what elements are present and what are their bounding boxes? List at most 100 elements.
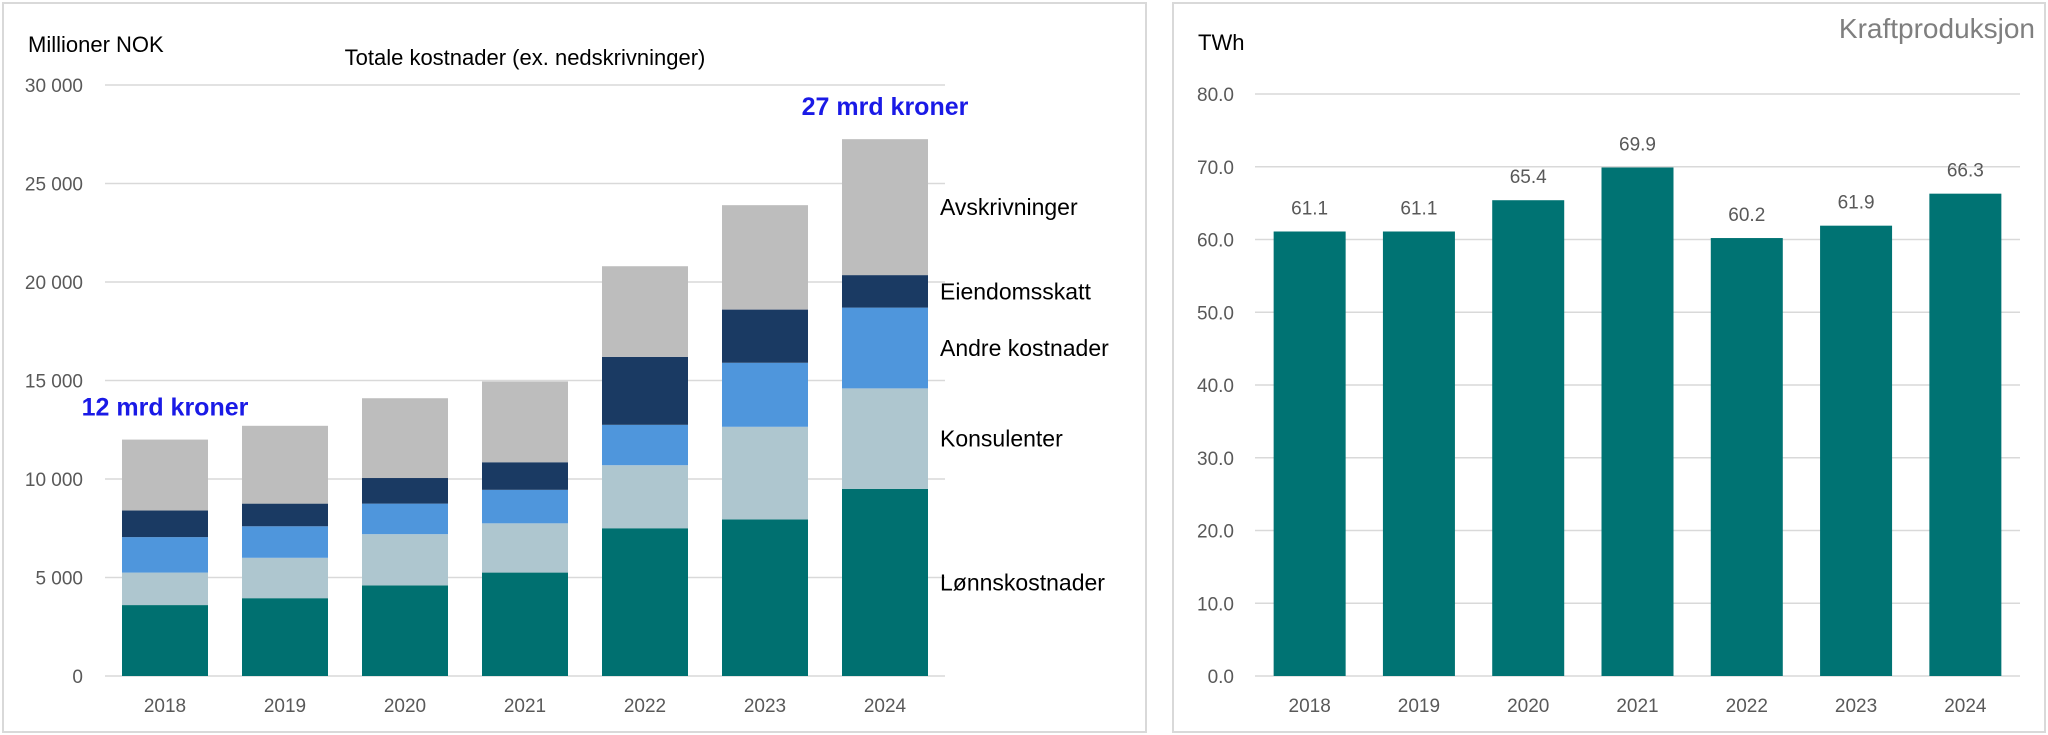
cost-bar-segment [722,426,808,520]
cost-bar-segment [242,598,328,676]
cost-bar-segment [122,510,208,538]
cost-bar-segment [242,503,328,527]
cost-bar-segment [362,534,448,586]
cost-bar-segment [602,266,688,357]
cost-bar-segment [122,605,208,676]
cost-y-ticks: 0 5 000 10 000 15 000 20 000 25 000 30 000 [25,76,83,688]
cost-x-tick-label: 2024 [864,696,907,717]
cost-legend-label: Andre kostnader [940,335,1109,361]
cost-bar-segment [242,425,328,504]
production-value-label: 61.1 [1400,198,1437,219]
production-bars [1273,167,2002,677]
cost-legend-label: Eiendomsskatt [940,278,1091,304]
production-x-tick-label: 2019 [1398,696,1440,717]
production-value-label: 65.4 [1510,167,1547,188]
cost-bar-segment [482,381,568,463]
production-bar [1382,231,1455,676]
production-y-tick-label: 70.0 [1197,158,1234,179]
production-bar [1601,167,1674,677]
production-x-tick-label: 2021 [1616,696,1658,717]
cost-legend-label: Avskrivninger [940,194,1078,220]
cost-bar-segment [842,488,928,676]
production-y-tick-label: 20.0 [1197,522,1234,543]
cost-bar-segment [842,275,928,308]
cost-bar-segment [722,309,808,363]
cost-bar-segment [482,572,568,676]
cost-bar-segment [122,537,208,573]
cost-bar-segment [482,523,568,573]
production-y-ticks: 0.0 10.0 20.0 30.0 40.0 50.0 60.0 70.0 80.0 [1197,85,1234,688]
cost-annotations: 12 mrd kroner 27 mrd kroner [82,93,969,421]
cost-bar-segment [842,307,928,389]
production-chart-title: Kraftproduksjon [1839,13,2035,44]
cost-y-tick-label: 30 000 [25,76,83,97]
production-x-tick-label: 2022 [1726,696,1768,717]
cost-bar-segment [602,356,688,425]
production-value-labels: 61.1 61.1 65.4 69.9 60.2 61.9 66.3 [1291,134,1984,226]
cost-x-tick-label: 2020 [384,696,426,717]
cost-bar-segment [842,139,928,276]
cost-bar-segment [122,572,208,606]
production-bar [1710,238,1783,677]
cost-chart-title: Totale kostnader (ex. nedskrivninger) [345,45,706,70]
production-y-tick-label: 60.0 [1197,231,1234,252]
production-y-axis-label: TWh [1198,30,1244,55]
production-value-label: 61.9 [1838,193,1875,214]
production-value-label: 61.1 [1291,198,1328,219]
cost-total-annotation: 27 mrd kroner [802,93,969,121]
production-x-tick-label: 2023 [1835,696,1877,717]
production-chart: TWh Kraftproduksjon 0.0 10.0 20.0 30.0 40.0 5… [1197,13,2035,717]
cost-bar-segment [242,557,328,599]
cost-y-tick-label: 5 000 [35,569,83,590]
cost-bar-segment [722,519,808,676]
cost-chart: Millioner NOK Totale kostnader (ex. neds… [25,32,1109,717]
cost-y-tick-label: 20 000 [25,273,83,294]
production-value-label: 60.2 [1728,205,1765,226]
production-bar [1492,200,1565,676]
cost-bar-segment [602,528,688,676]
production-y-tick-label: 80.0 [1197,85,1234,106]
production-x-tick-label: 2018 [1289,696,1331,717]
production-x-tick-label: 2020 [1507,696,1549,717]
cost-legend: Lønnskostnader Konsulenter Andre kostnader… [940,194,1109,595]
cost-y-tick-label: 25 000 [25,175,83,196]
cost-y-axis-label: Millioner NOK [28,32,164,57]
production-y-tick-label: 50.0 [1197,303,1234,324]
cost-bar-segment [602,465,688,529]
cost-x-tick-label: 2022 [624,696,666,717]
cost-x-ticks: 2018 2019 2020 2021 2022 2023 2024 [144,696,907,717]
production-bar [1820,225,1893,677]
cost-bar-segment [482,462,568,490]
cost-bar-segment [482,489,568,524]
cost-legend-label: Lønnskostnader [940,569,1105,595]
production-y-tick-label: 40.0 [1197,376,1234,397]
cost-y-tick-label: 10 000 [25,470,83,491]
cost-bar-segment [842,388,928,489]
cost-x-tick-label: 2021 [504,696,546,717]
production-y-tick-label: 0.0 [1208,667,1234,688]
cost-bar-segment [122,439,208,511]
production-x-tick-label: 2024 [1944,696,1987,717]
cost-bar-segment [362,398,448,479]
cost-x-tick-label: 2018 [144,696,186,717]
production-y-tick-label: 10.0 [1197,594,1234,615]
production-bar [1929,193,2002,677]
production-y-tick-label: 30.0 [1197,449,1234,470]
cost-x-tick-label: 2023 [744,696,786,717]
cost-bar-segment [362,503,448,535]
production-value-label: 66.3 [1947,161,1984,182]
production-bar [1273,231,1346,676]
cost-bar-segment [362,585,448,676]
cost-bar-segment [242,526,328,558]
cost-x-tick-label: 2019 [264,696,306,717]
cost-legend-label: Konsulenter [940,426,1063,452]
production-x-ticks: 2018 2019 2020 2021 2022 2023 2024 [1289,696,1987,717]
cost-y-tick-label: 0 [72,667,83,688]
cost-bar-segment [722,362,808,427]
cost-y-tick-label: 15 000 [25,372,83,393]
production-value-label: 69.9 [1619,134,1656,155]
cost-bar-segment [722,205,808,310]
cost-total-annotation: 12 mrd kroner [82,394,249,422]
cost-bars [122,139,928,676]
